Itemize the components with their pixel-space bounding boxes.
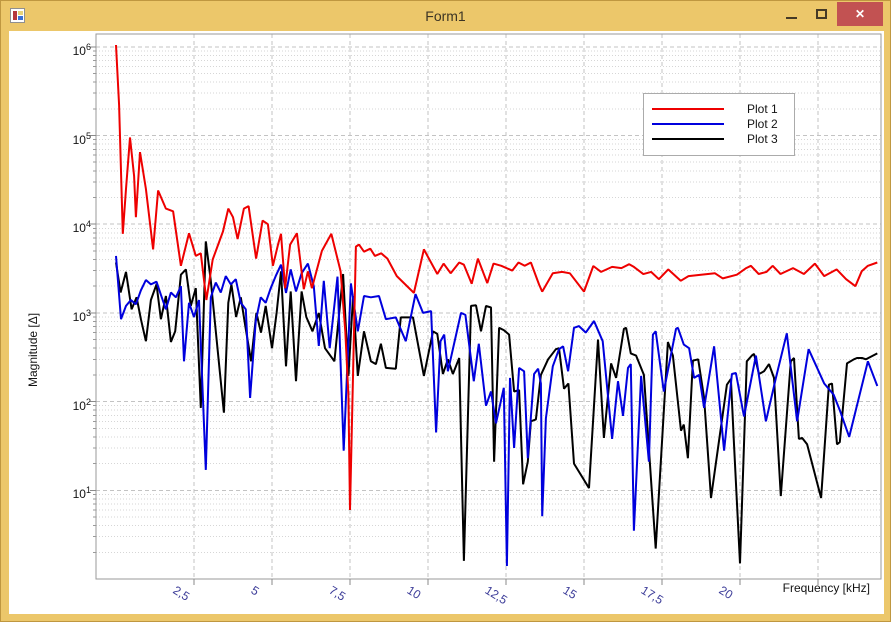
maximize-icon	[816, 9, 827, 19]
legend: Plot 1 Plot 2 Plot 3	[643, 93, 795, 156]
minimize-icon	[786, 17, 797, 19]
window-controls: ✕	[777, 2, 883, 26]
y-tick-label: 102	[72, 396, 91, 413]
series-plot-2	[115, 255, 879, 567]
y-tick-label: 106	[72, 41, 91, 58]
y-tick-label: 101	[72, 485, 91, 502]
y-tick-label: 104	[72, 219, 91, 236]
legend-line-swatch	[652, 122, 724, 125]
form-icon-red-bar	[13, 11, 17, 20]
form-icon-blue-square	[18, 16, 23, 20]
plot-frame	[95, 33, 882, 580]
legend-item-3: Plot 3	[652, 131, 794, 146]
form-icon	[10, 8, 26, 24]
y-axis-title: Magnitude [Δ]	[26, 312, 40, 387]
x-axis-title: Frequency [kHz]	[782, 581, 870, 595]
legend-label: Plot 2	[747, 116, 778, 131]
y-tick-label: 105	[72, 130, 91, 147]
series-plot-3	[115, 241, 878, 564]
legend-line-swatch	[652, 107, 724, 110]
maximize-button[interactable]	[807, 2, 837, 26]
window-title: Form1	[425, 8, 466, 24]
close-button[interactable]: ✕	[837, 2, 883, 26]
legend-label: Plot 3	[747, 131, 778, 146]
legend-label: Plot 1	[747, 101, 778, 116]
form-icon-gold-square	[18, 11, 23, 15]
titlebar[interactable]: Form1 ✕	[1, 1, 890, 31]
minimize-button[interactable]	[777, 2, 807, 26]
legend-item-2: Plot 2	[652, 116, 794, 131]
chart-area: 106 105 104 103 102 101 2,5 5 7,5 10 12,5 15 17,5 20 …	[9, 31, 884, 614]
series-plot-1	[115, 44, 878, 511]
y-tick-label: 103	[72, 307, 91, 324]
legend-line-swatch	[652, 137, 724, 140]
legend-item-1: Plot 1	[652, 101, 794, 116]
